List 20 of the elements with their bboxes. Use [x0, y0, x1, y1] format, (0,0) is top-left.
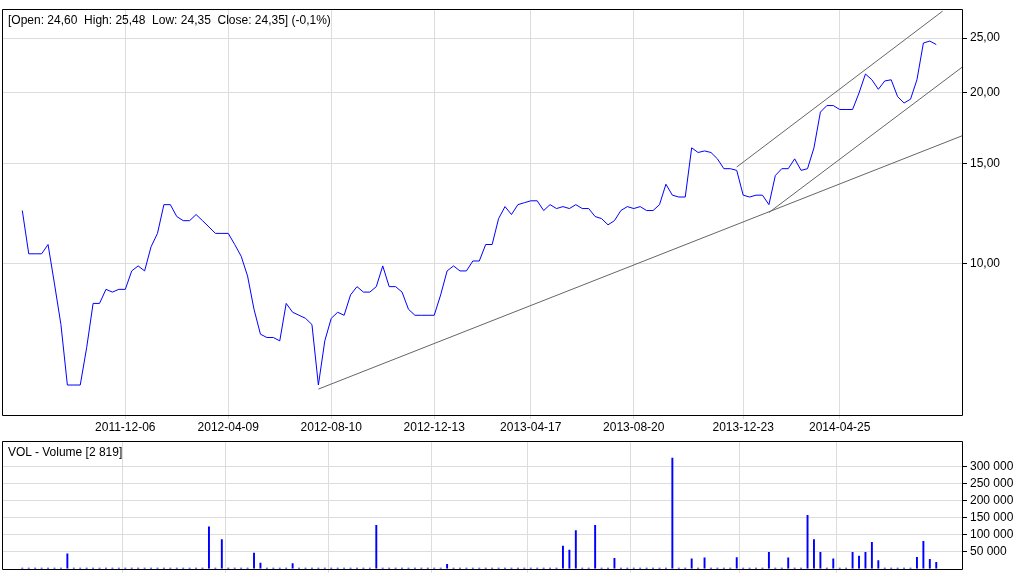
- chart-title: [Open: 24,60 High: 25,48 Low: 24,35 Close: 24,35] (-0,1%): [8, 12, 331, 27]
- x-tick-label: 2014-04-25: [809, 419, 871, 434]
- y-tick-label: 300 000: [970, 459, 1014, 474]
- y-tick-label: 15,00: [970, 156, 1001, 171]
- y-tick-label: 100 000: [970, 527, 1014, 542]
- x-tick-label: 2012-12-13: [403, 419, 466, 434]
- y-tick-label: 25,00: [970, 30, 1001, 45]
- y-tick-label: 20,00: [970, 85, 1001, 100]
- y-tick-label: 150 000: [970, 510, 1014, 525]
- x-tick-label: 2012-04-09: [197, 419, 260, 434]
- x-tick-label: 2011-12-06: [95, 419, 156, 434]
- x-tick-label: 2012-08-10: [300, 419, 363, 434]
- y-tick-label: 50 000: [970, 544, 1008, 559]
- x-tick-label: 2013-12-23: [712, 419, 775, 434]
- chart-title: VOL - Volume [2 819]: [8, 444, 123, 459]
- y-tick-label: 200 000: [970, 493, 1014, 508]
- x-tick-label: 2013-08-20: [603, 419, 665, 434]
- x-tick-label: 2013-04-17: [500, 419, 562, 434]
- y-tick-label: 250 000: [970, 476, 1014, 491]
- y-tick-label: 10,00: [970, 255, 1001, 270]
